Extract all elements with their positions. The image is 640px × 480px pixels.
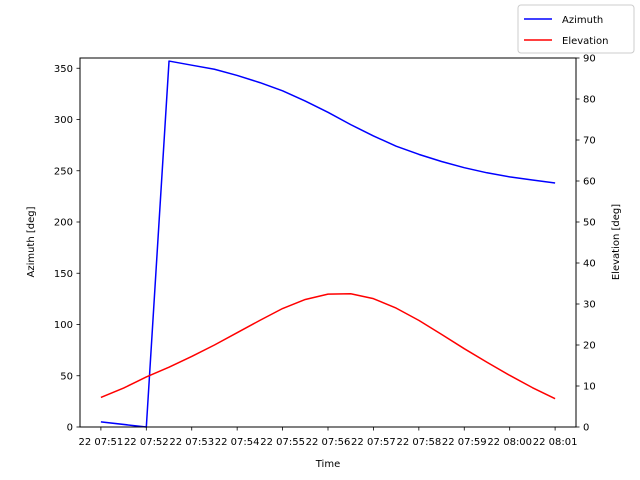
y-right-tick-label: 80 [583, 95, 596, 106]
series-line-azimuth [100, 60, 556, 428]
x-tick-label: 22 07:55 [260, 437, 305, 448]
y-left-tick-label: 0 [67, 423, 73, 434]
y-left-tick-label: 300 [54, 115, 73, 126]
y-left-tick-label: 50 [60, 371, 73, 382]
y-left-tick-label: 250 [54, 166, 73, 177]
x-tick-label: 22 07:54 [215, 437, 260, 448]
x-tick-label: 22 08:01 [533, 437, 578, 448]
y-axis-left-title: Azimuth [deg] [26, 206, 37, 277]
y-left-tick-label: 100 [54, 320, 73, 331]
x-tick-label: 22 07:57 [351, 437, 396, 448]
x-tick-label: 22 07:53 [169, 437, 214, 448]
legend: Azimuth Elevation [517, 4, 635, 54]
y-axis-right-title: Elevation [deg] [611, 204, 622, 280]
x-axis-title: Time [315, 459, 340, 470]
y-left-tick-label: 200 [54, 218, 73, 229]
y-right-tick-label: 40 [583, 259, 596, 270]
series-layer [100, 60, 556, 428]
y-right-tick-label: 20 [583, 341, 596, 352]
x-tick-label: 22 07:56 [306, 437, 351, 448]
y-axis-right: 0 10 20 30 40 50 60 70 80 90 [576, 54, 596, 434]
x-tick-label: 22 07:58 [396, 437, 441, 448]
x-tick-label: 22 07:51 [79, 437, 124, 448]
y-right-tick-label: 10 [583, 382, 596, 393]
x-tick-label: 22 08:00 [487, 437, 532, 448]
y-right-tick-label: 60 [583, 177, 596, 188]
y-right-tick-label: 0 [583, 423, 589, 434]
y-left-tick-label: 350 [54, 64, 73, 75]
y-right-tick-label: 90 [583, 54, 596, 65]
legend-label-elevation: Elevation [562, 36, 608, 47]
legend-label-azimuth: Azimuth [562, 15, 603, 26]
x-tick-label: 22 07:52 [124, 437, 169, 448]
x-axis: 22 07:51 22 07:52 22 07:53 22 07:54 22 07:55… [79, 427, 578, 448]
y-axis-left: 0 50 100 150 200 250 300 350 [54, 64, 80, 434]
y-left-tick-label: 150 [54, 269, 73, 280]
legend-box [517, 4, 635, 54]
series-line-elevation [100, 293, 556, 400]
x-tick-label: 22 07:59 [442, 437, 487, 448]
y-right-tick-label: 70 [583, 136, 596, 147]
y-right-tick-label: 30 [583, 300, 596, 311]
y-right-tick-label: 50 [583, 218, 596, 229]
